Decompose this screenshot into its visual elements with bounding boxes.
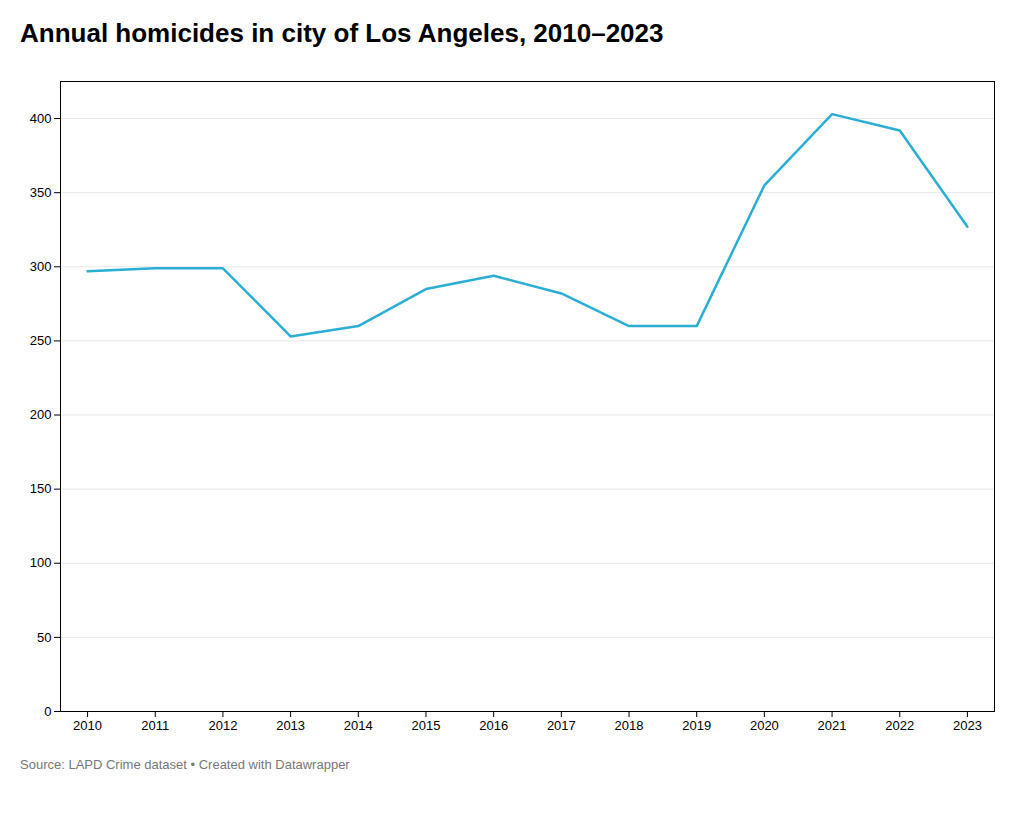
svg-text:250: 250: [30, 333, 52, 348]
svg-text:300: 300: [30, 259, 52, 274]
svg-text:2011: 2011: [141, 718, 169, 733]
svg-text:2015: 2015: [412, 718, 441, 733]
html-text:Source: LAPD Crime dataset • C: Source: LAPD Crime dataset • Created wit…: [20, 757, 350, 772]
svg-text:2017: 2017: [547, 718, 576, 733]
svg-text:400: 400: [30, 111, 52, 126]
svg-text:0: 0: [44, 704, 51, 719]
svg-text:2022: 2022: [885, 718, 914, 733]
svg-text:2021: 2021: [818, 718, 847, 733]
svg-text:100: 100: [30, 555, 52, 570]
html-text:Annual homicides in city of Lo: Annual homicides in city of Los Angeles,…: [20, 18, 664, 48]
svg-text:2018: 2018: [615, 718, 644, 733]
svg-text:2014: 2014: [344, 718, 373, 733]
svg-text:50: 50: [37, 630, 51, 645]
svg-text:200: 200: [30, 407, 52, 422]
svg-text:2016: 2016: [479, 718, 508, 733]
svg-text:2020: 2020: [750, 718, 779, 733]
svg-text:350: 350: [30, 185, 52, 200]
svg-text:2012: 2012: [208, 718, 237, 733]
svg-text:2019: 2019: [682, 718, 711, 733]
svg-text:2023: 2023: [953, 718, 982, 733]
svg-text:2013: 2013: [276, 718, 305, 733]
svg-text:2010: 2010: [73, 718, 102, 733]
svg-text:150: 150: [30, 481, 52, 496]
